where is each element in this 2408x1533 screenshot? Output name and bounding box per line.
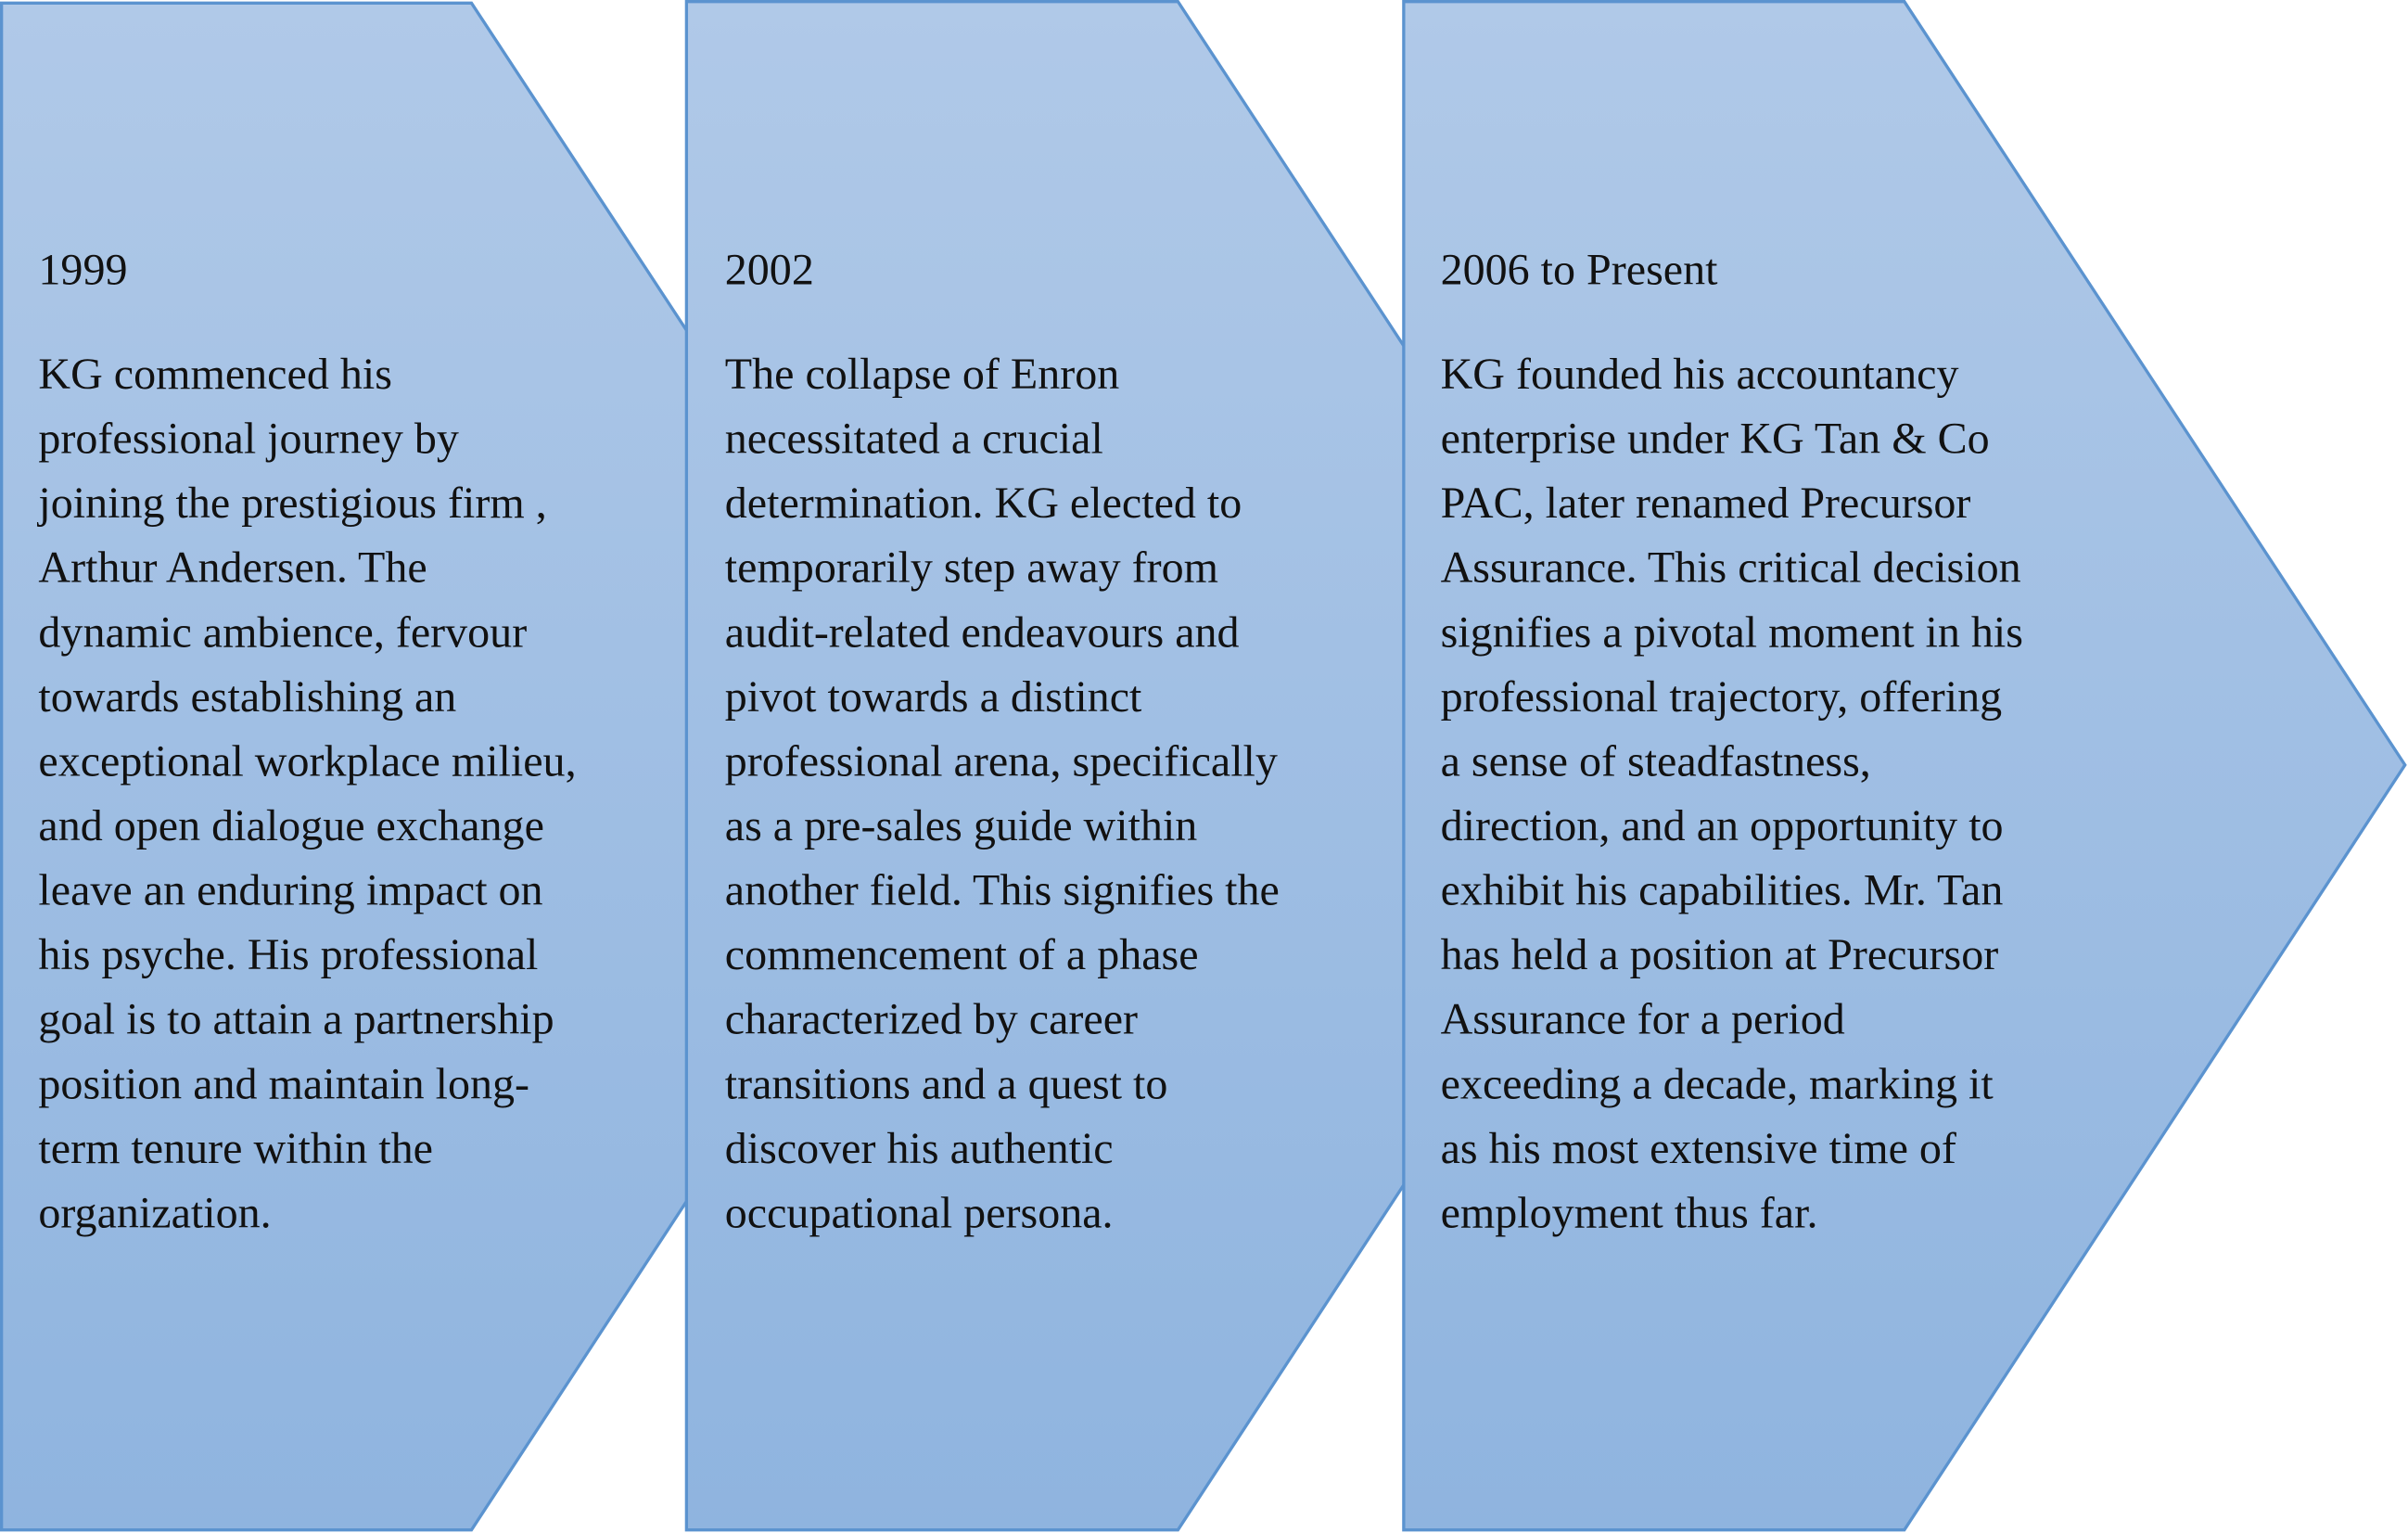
description-line: as his most extensive time of bbox=[1440, 1124, 1956, 1174]
description-line: temporarily step away from bbox=[724, 543, 1218, 594]
stage-title: 2006 to Present bbox=[1440, 246, 1718, 296]
description-line: a sense of steadfastness, bbox=[1440, 737, 1871, 787]
description-line: exceeding a decade, marking it bbox=[1440, 1059, 1994, 1109]
description-line: exhibit his capabilities. Mr. Tan bbox=[1440, 866, 2004, 916]
description-line: joining the prestigious firm , bbox=[38, 479, 547, 529]
description-line: determination. KG elected to bbox=[724, 479, 1242, 529]
description-line: another field. This signifies the bbox=[724, 866, 1280, 916]
description-line: professional arena, specifically bbox=[724, 737, 1278, 787]
stage-2006-text: 2006 to Present KG founded his accountan… bbox=[1441, 0, 2023, 1246]
description-line: Assurance for a period bbox=[1440, 995, 1845, 1045]
description-line: Arthur Andersen. The bbox=[38, 543, 427, 594]
stage-title: 1999 bbox=[38, 246, 128, 296]
description-line: transitions and a quest to bbox=[724, 1059, 1168, 1109]
description-line: dynamic ambience, fervour bbox=[38, 607, 528, 658]
description-line: enterprise under KG Tan & Co bbox=[1440, 415, 1990, 465]
description-line: commencement of a phase bbox=[724, 930, 1199, 980]
description-line: signifies a pivotal moment in his bbox=[1440, 607, 2023, 658]
description-line: The collapse of Enron bbox=[724, 350, 1120, 400]
description-line: necessitated a crucial bbox=[724, 415, 1103, 465]
stage-2002-text: 2002 The collapse of Enron necessitated a… bbox=[725, 0, 1280, 1246]
description-line: term tenure within the bbox=[38, 1124, 433, 1174]
description-line: Assurance. This critical decision bbox=[1440, 543, 2021, 594]
description-line: exceptional workplace milieu, bbox=[38, 737, 577, 787]
description-line: professional trajectory, offering bbox=[1440, 672, 2003, 722]
chevron-2006 bbox=[1402, 0, 2407, 1532]
description-line: direction, and an opportunity to bbox=[1440, 801, 2004, 851]
stage-title: 2002 bbox=[724, 246, 814, 296]
description-line: occupational persona. bbox=[724, 1188, 1114, 1238]
description-line: his psyche. His professional bbox=[38, 930, 539, 980]
description-line: KG founded his accountancy bbox=[1440, 350, 1959, 400]
description-line: audit-related endeavours and bbox=[724, 607, 1240, 658]
description-line: goal is to attain a partnership bbox=[38, 995, 554, 1045]
description-line: professional journey by bbox=[38, 415, 459, 465]
stage-1999-text: 1999 KG commenced his professional journe… bbox=[38, 0, 576, 1246]
description-line: position and maintain long- bbox=[38, 1059, 530, 1109]
description-line: characterized by career bbox=[724, 995, 1139, 1045]
description-line: and open dialogue exchange bbox=[38, 801, 544, 851]
description-line: leave an enduring impact on bbox=[38, 866, 543, 916]
description-line: discover his authentic bbox=[724, 1124, 1114, 1174]
description-line: KG commenced his bbox=[38, 350, 392, 400]
description-line: employment thus far. bbox=[1440, 1188, 1818, 1238]
description-line: has held a position at Precursor bbox=[1440, 930, 1999, 980]
description-line: pivot towards a distinct bbox=[724, 672, 1142, 722]
description-line: as a pre-sales guide within bbox=[724, 801, 1198, 851]
description-line: towards establishing an bbox=[38, 672, 457, 722]
description-line: organization. bbox=[38, 1188, 272, 1238]
description-line: PAC, later renamed Precursor bbox=[1440, 479, 1971, 529]
